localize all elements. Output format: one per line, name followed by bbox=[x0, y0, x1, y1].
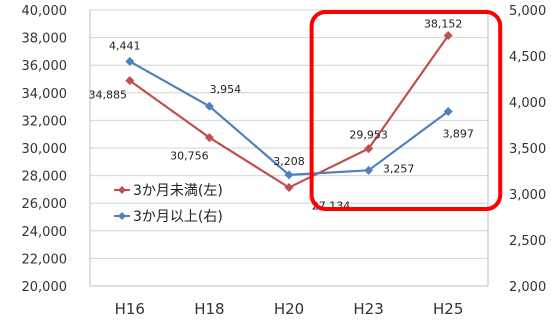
y-left-tick-label: 20,000 bbox=[22, 280, 68, 295]
legend-marker-0 bbox=[118, 186, 126, 194]
data-point bbox=[284, 183, 294, 193]
highlight-box bbox=[309, 10, 503, 211]
data-label: 30,756 bbox=[170, 150, 209, 163]
legend-label-1: 3か月以上(右) bbox=[133, 209, 223, 225]
y-left-tick-label: 36,000 bbox=[22, 59, 68, 74]
y-left-tick-label: 38,000 bbox=[22, 32, 68, 47]
gridlines bbox=[89, 9, 489, 287]
y-right-tick-label: 3,500 bbox=[509, 142, 546, 157]
data-label: 29,953 bbox=[349, 129, 388, 142]
x-tick-label: H18 bbox=[194, 300, 224, 318]
data-point bbox=[125, 76, 135, 86]
y-right-tick-label: 3,000 bbox=[509, 188, 546, 203]
y-left-tick-label: 30,000 bbox=[22, 142, 68, 157]
data-point bbox=[364, 165, 374, 175]
data-label: 3,954 bbox=[210, 83, 242, 96]
data-point bbox=[204, 133, 214, 143]
data-point bbox=[364, 144, 374, 154]
y-left-tick-label: 40,000 bbox=[22, 4, 68, 19]
data-point bbox=[443, 31, 453, 41]
y-left-tick-label: 26,000 bbox=[22, 197, 68, 212]
x-axis: H16 H18 H20 H23 H25 bbox=[115, 300, 464, 318]
data-point bbox=[443, 106, 453, 116]
data-label: 3,208 bbox=[273, 155, 305, 168]
y-axis-left: 20,000 22,000 24,000 26,000 28,000 30,000 32,0… bbox=[22, 4, 68, 295]
x-tick-label: H20 bbox=[274, 300, 304, 318]
legend-label-0: 3か月未満(左) bbox=[133, 183, 223, 199]
data-point bbox=[204, 101, 214, 111]
data-label: 3,257 bbox=[383, 162, 415, 175]
x-tick-label: H23 bbox=[353, 300, 383, 318]
data-label: 38,152 bbox=[424, 18, 463, 31]
y-right-tick-label: 4,500 bbox=[509, 50, 546, 65]
y-left-tick-label: 34,000 bbox=[22, 87, 68, 102]
y-right-tick-label: 4,000 bbox=[509, 96, 546, 111]
y-left-tick-label: 32,000 bbox=[22, 114, 68, 129]
y-axis-right: 2,000 2,500 3,000 3,500 4,000 4,500 5,000 bbox=[509, 4, 546, 295]
x-tick-label: H16 bbox=[115, 300, 145, 318]
series-layer bbox=[125, 31, 453, 193]
data-label: 34,885 bbox=[89, 89, 128, 102]
y-left-tick-label: 22,000 bbox=[22, 252, 68, 267]
y-right-tick-label: 2,000 bbox=[509, 280, 546, 295]
data-point bbox=[284, 170, 294, 180]
y-left-tick-label: 28,000 bbox=[22, 170, 68, 185]
y-left-tick-label: 24,000 bbox=[22, 225, 68, 240]
data-labels: 34,88530,75627,13429,95338,1524,4413,954… bbox=[89, 18, 474, 213]
x-tick-label: H25 bbox=[433, 300, 463, 318]
legend: 3か月未満(左) 3か月以上(右) bbox=[114, 183, 223, 225]
data-label: 3,897 bbox=[442, 127, 474, 140]
data-label: 4,441 bbox=[109, 39, 141, 52]
y-right-tick-label: 5,000 bbox=[509, 4, 546, 19]
y-right-tick-label: 2,500 bbox=[509, 234, 546, 249]
legend-marker-1 bbox=[118, 212, 126, 220]
data-point bbox=[125, 56, 135, 66]
